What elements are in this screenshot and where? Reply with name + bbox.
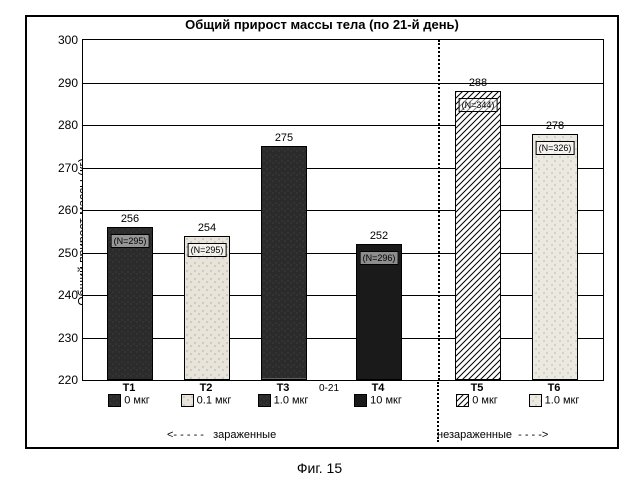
bar-T1: (N=295)	[107, 227, 153, 380]
gridline	[83, 125, 603, 126]
y-tick: 230	[58, 331, 83, 345]
bar-value: 278	[532, 120, 578, 132]
bar-n: (N=344)	[459, 98, 498, 112]
bar-n: (N=295)	[188, 243, 227, 257]
bar-T4: (N=296)	[356, 244, 402, 380]
figure-caption: Фиг. 15	[0, 460, 639, 476]
gridline	[83, 83, 603, 84]
gridline	[83, 168, 603, 169]
y-tick: 270	[58, 161, 83, 175]
y-tick: 260	[58, 203, 83, 217]
period-label: 0-21	[319, 383, 339, 394]
bar-value: 254	[184, 222, 230, 234]
gridline	[83, 295, 603, 296]
bar-n: (N=326)	[536, 141, 575, 155]
gridline	[83, 338, 603, 339]
bar-n: (N=295)	[111, 234, 150, 248]
gridline	[83, 210, 603, 211]
bar-value: 275	[261, 132, 307, 144]
bar-value: 256	[107, 213, 153, 225]
y-tick: 240	[58, 288, 83, 302]
y-tick: 290	[58, 76, 83, 90]
uninfected-label: незараженные	[437, 429, 512, 441]
bar-T5: (N=344)	[455, 91, 501, 380]
infected-label: зараженные	[213, 429, 276, 441]
x-cat-T1: T1 0 мкг	[99, 382, 159, 407]
y-tick: 280	[58, 118, 83, 132]
bar-value: 252	[356, 230, 402, 242]
x-cat-T3: T3 1.0 мкг	[253, 382, 313, 407]
bar-value: 288	[455, 77, 501, 89]
divider	[438, 40, 440, 380]
group-line-infected: <- - - - - зараженные	[167, 429, 276, 441]
bar-T2: (N=295)	[184, 236, 230, 381]
y-tick: 220	[58, 373, 83, 387]
x-cat-T4: T4 10 мкг	[348, 382, 408, 407]
y-tick: 250	[58, 246, 83, 260]
plot-area: 220230240250260270280290300(N=295)256(N=…	[82, 39, 604, 381]
chart-frame: Общий прирост массы тела (по 21-й день) …	[25, 15, 619, 449]
y-tick: 300	[58, 33, 83, 47]
bar-n: (N=296)	[360, 251, 399, 265]
bar-T3	[261, 146, 307, 380]
x-cat-T5: T5 0 мкг	[447, 382, 507, 407]
bar-T6: (N=326)	[532, 134, 578, 381]
x-cat-T2: T2 0.1 мкг	[176, 382, 236, 407]
gridline	[83, 253, 603, 254]
chart-title: Общий прирост массы тела (по 21-й день)	[27, 17, 617, 32]
group-line-uninfected: незараженные - - - ->	[437, 429, 548, 441]
x-cat-T6: T6 1.0 мкг	[524, 382, 584, 407]
